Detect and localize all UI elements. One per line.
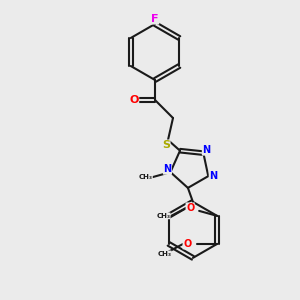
Text: N: N <box>164 164 172 174</box>
Text: CH₃: CH₃ <box>157 251 171 257</box>
Text: S: S <box>162 140 170 150</box>
Text: N: N <box>209 171 217 181</box>
Text: CH₃: CH₃ <box>138 174 152 180</box>
Text: CH₃: CH₃ <box>156 213 170 219</box>
Text: O: O <box>129 95 139 105</box>
Text: O: O <box>183 239 191 249</box>
Text: F: F <box>151 14 159 24</box>
Text: O: O <box>186 203 194 213</box>
Text: N: N <box>202 145 210 155</box>
